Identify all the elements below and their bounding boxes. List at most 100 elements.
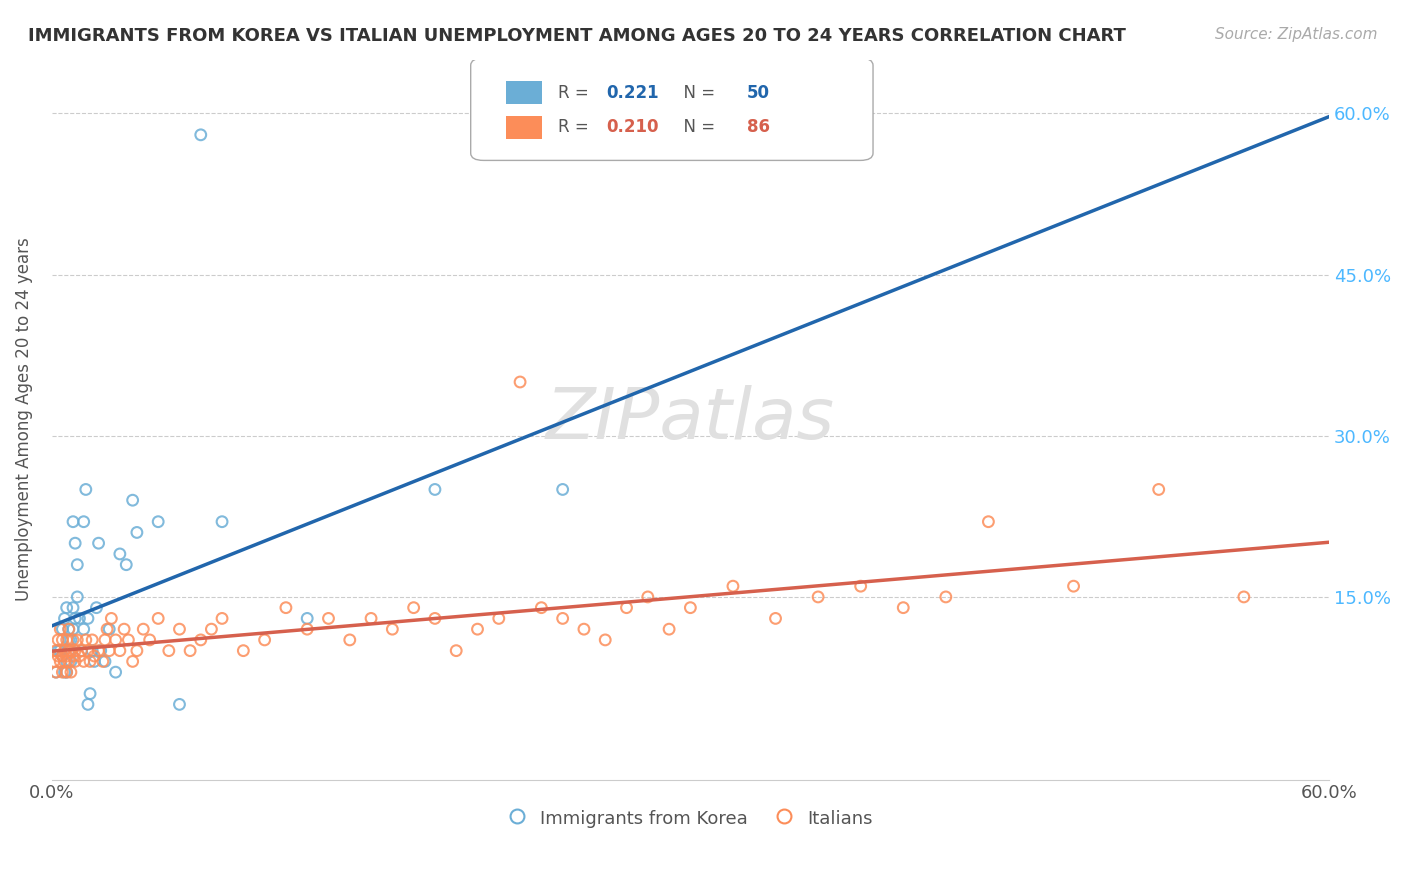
Point: [96, 622, 118, 636]
Point: [58, 632, 80, 647]
Text: Source: ZipAtlas.com: Source: ZipAtlas.com: [1215, 27, 1378, 42]
Point: [73, 622, 96, 636]
Point: [49, 654, 72, 668]
Point: [117, 632, 139, 647]
Point: [104, 665, 127, 680]
Point: [360, 611, 382, 625]
Point: [73, 515, 96, 529]
Point: [530, 600, 553, 615]
Point: [77, 698, 100, 712]
Legend: Immigrants from Korea, Italians: Immigrants from Korea, Italians: [501, 802, 880, 836]
Point: [274, 600, 297, 615]
Point: [94, 654, 117, 668]
Point: [75, 483, 97, 497]
Point: [58, 643, 80, 657]
Point: [132, 622, 155, 636]
Point: [211, 515, 233, 529]
Point: [765, 611, 787, 625]
Point: [62, 600, 84, 615]
Point: [70, 643, 93, 657]
Point: [509, 375, 531, 389]
Point: [62, 648, 84, 663]
Point: [104, 632, 127, 647]
Point: [55, 600, 77, 615]
Point: [138, 632, 160, 647]
Point: [55, 654, 77, 668]
Text: IMMIGRANTS FROM KOREA VS ITALIAN UNEMPLOYMENT AMONG AGES 20 TO 24 YEARS CORRELAT: IMMIGRANTS FROM KOREA VS ITALIAN UNEMPLO…: [28, 27, 1126, 45]
Text: 86: 86: [747, 119, 769, 136]
FancyBboxPatch shape: [471, 58, 873, 161]
Point: [200, 622, 222, 636]
Point: [55, 665, 77, 680]
Point: [53, 654, 76, 668]
Text: 50: 50: [747, 84, 769, 102]
Point: [381, 622, 404, 636]
Point: [148, 611, 170, 625]
Point: [637, 590, 659, 604]
Point: [51, 665, 73, 680]
Point: [121, 493, 143, 508]
Point: [423, 611, 446, 625]
Point: [616, 600, 638, 615]
Bar: [506, 116, 543, 139]
Point: [63, 611, 86, 625]
Point: [58, 643, 80, 657]
Point: [295, 622, 318, 636]
Point: [115, 558, 138, 572]
Point: [94, 632, 117, 647]
Point: [100, 611, 122, 625]
Point: [807, 590, 830, 604]
Text: 0.210: 0.210: [606, 119, 658, 136]
Point: [46, 648, 69, 663]
Point: [935, 590, 957, 604]
Point: [148, 515, 170, 529]
Point: [87, 536, 110, 550]
Bar: [506, 81, 543, 104]
Point: [467, 622, 489, 636]
Point: [59, 654, 82, 668]
Point: [98, 643, 121, 657]
Point: [51, 648, 73, 663]
Point: [402, 600, 425, 615]
Point: [59, 643, 82, 657]
Point: [63, 654, 86, 668]
Point: [849, 579, 872, 593]
Point: [179, 643, 201, 657]
Point: [45, 643, 67, 657]
Point: [58, 622, 80, 636]
Point: [83, 648, 105, 663]
Point: [112, 622, 135, 636]
Point: [121, 654, 143, 668]
Point: [91, 654, 114, 668]
Point: [488, 611, 510, 625]
Point: [86, 600, 108, 615]
Point: [55, 632, 77, 647]
Point: [1233, 590, 1256, 604]
Point: [51, 632, 73, 647]
Point: [551, 611, 574, 625]
Point: [90, 643, 112, 657]
Point: [295, 611, 318, 625]
Point: [82, 643, 104, 657]
Point: [891, 600, 914, 615]
Point: [190, 128, 212, 142]
Point: [55, 648, 77, 663]
Point: [82, 632, 104, 647]
Point: [45, 665, 67, 680]
Point: [77, 611, 100, 625]
Point: [157, 643, 180, 657]
Point: [679, 600, 702, 615]
Point: [53, 665, 76, 680]
Point: [58, 622, 80, 636]
Point: [551, 483, 574, 497]
Point: [63, 643, 86, 657]
Point: [79, 654, 101, 668]
Point: [75, 632, 97, 647]
Point: [1147, 483, 1170, 497]
Point: [62, 515, 84, 529]
Point: [79, 687, 101, 701]
Point: [73, 654, 96, 668]
Y-axis label: Unemployment Among Ages 20 to 24 years: Unemployment Among Ages 20 to 24 years: [15, 238, 32, 601]
Point: [59, 643, 82, 657]
Point: [190, 632, 212, 647]
